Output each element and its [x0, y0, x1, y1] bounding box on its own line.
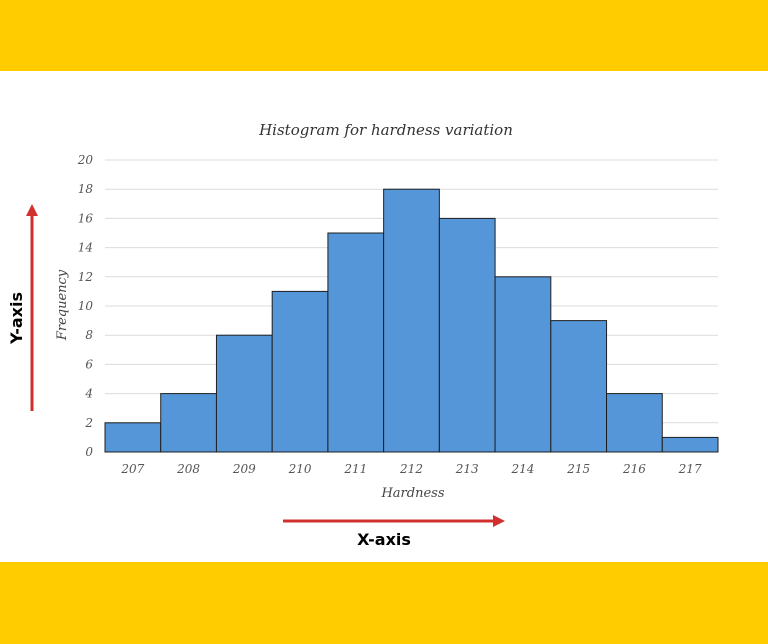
bottom-yellow-band [0, 562, 768, 644]
x-axis-arrow-head [493, 515, 505, 527]
y-tick-label: 18 [78, 182, 94, 196]
x-axis-title: Hardness [380, 486, 444, 501]
bar-215 [550, 320, 608, 453]
x-tick-label: 211 [343, 462, 367, 476]
x-axis-annotation-label: X-axis [357, 530, 411, 549]
x-tick-label: 207 [120, 462, 144, 476]
x-tick-label: 214 [511, 462, 535, 476]
y-tick-label: 4 [84, 387, 93, 401]
y-tick-label: 10 [78, 299, 94, 313]
y-tick-label: 16 [78, 211, 94, 225]
bar-207 [104, 422, 162, 453]
y-tick-label: 0 [85, 445, 93, 459]
y-tick-label: 14 [78, 241, 93, 255]
y-tick-label: 2 [84, 416, 93, 430]
bar-209 [215, 334, 273, 453]
x-tick-label: 208 [176, 462, 200, 476]
bar-213 [438, 217, 496, 453]
bars [104, 188, 719, 453]
bar-210 [271, 290, 329, 453]
x-axis-annotation: X-axis [283, 515, 505, 549]
x-tick-labels: 207 208 209 210 211 212 213 214 215 216 217 [120, 462, 702, 476]
bar-212 [383, 188, 440, 453]
y-axis-annotation: Y-axis [7, 204, 38, 411]
top-yellow-band [0, 0, 768, 71]
y-axis-arrow-head [26, 204, 38, 216]
y-tick-label: 12 [78, 270, 93, 284]
y-tick-label: 6 [85, 357, 93, 371]
x-tick-label: 216 [622, 462, 646, 476]
bar-217 [661, 436, 719, 453]
chart-title: Histogram for hardness variation [258, 121, 513, 139]
y-axis-title: Frequency [55, 269, 70, 341]
x-tick-label: 212 [399, 462, 423, 476]
y-tick-label: 20 [77, 153, 94, 167]
y-axis-annotation-label: Y-axis [7, 292, 26, 345]
bar-211 [327, 232, 385, 453]
bar-216 [606, 393, 663, 453]
x-tick-label: 209 [232, 462, 256, 476]
x-tick-label: 217 [678, 462, 702, 476]
y-tick-label: 8 [85, 328, 93, 342]
bar-208 [160, 393, 217, 453]
y-tick-labels: 0 2 4 6 8 10 12 14 16 18 20 [77, 153, 94, 459]
bar-214 [494, 276, 552, 453]
x-tick-label: 213 [455, 462, 479, 476]
x-tick-label: 215 [566, 462, 590, 476]
x-tick-label: 210 [288, 462, 312, 476]
